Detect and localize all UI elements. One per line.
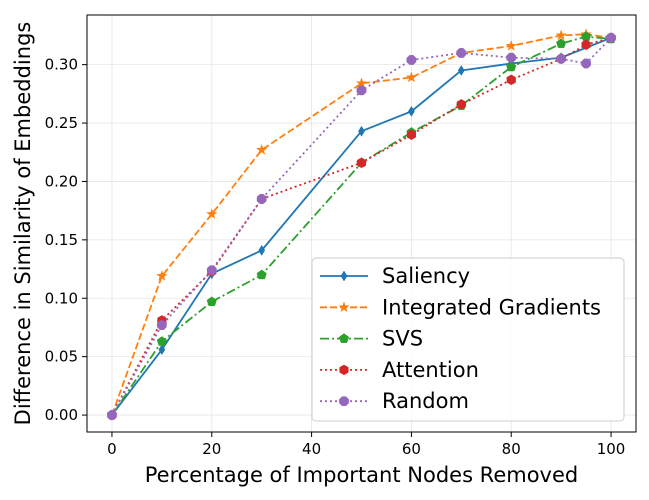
y-tick-label: 0.20 xyxy=(45,172,78,190)
data-point xyxy=(206,265,217,276)
y-tick-label: 0.05 xyxy=(45,348,78,366)
x-tick-label: 100 xyxy=(597,440,626,458)
data-point xyxy=(156,336,167,346)
y-tick-label: 0.30 xyxy=(45,56,78,74)
data-point xyxy=(581,39,591,51)
data-point xyxy=(606,32,616,43)
x-tick-label: 60 xyxy=(402,440,421,458)
x-tick-label: 40 xyxy=(302,440,321,458)
data-point xyxy=(408,105,415,117)
data-point xyxy=(506,52,517,63)
x-tick-label: 20 xyxy=(202,440,221,458)
y-tick-label: 0.25 xyxy=(45,114,78,132)
data-point xyxy=(581,58,591,69)
data-point xyxy=(356,85,367,96)
legend-label: Saliency xyxy=(382,264,470,288)
data-point xyxy=(356,157,367,169)
legend-label: Integrated Gradients xyxy=(382,295,601,319)
series-lines xyxy=(111,33,612,416)
data-point xyxy=(158,344,166,356)
legend-label: SVS xyxy=(382,327,423,351)
y-tick-label: 0.10 xyxy=(45,289,78,307)
data-point xyxy=(405,71,418,83)
plot-frame xyxy=(86,14,637,433)
legend-marker xyxy=(338,301,350,313)
data-point xyxy=(406,129,416,141)
data-point xyxy=(506,61,517,72)
data-point xyxy=(456,99,466,110)
data-point xyxy=(556,53,567,64)
axis-ticks: 0 20 40 60 80 100 0.00 0.05 0.10 0.15 0.20 0.25 0.30 xyxy=(45,56,626,458)
legend-marker xyxy=(340,270,348,282)
data-point xyxy=(355,77,368,89)
series-line-attention xyxy=(111,36,612,416)
legend-label: Attention xyxy=(382,358,479,382)
x-tick-label: 0 xyxy=(107,440,117,458)
y-axis-label: Difference in Similarity of Embeddings xyxy=(11,22,35,426)
data-point xyxy=(406,55,417,65)
data-point xyxy=(456,48,467,58)
legend-marker xyxy=(338,333,350,343)
data-markers xyxy=(106,28,617,421)
x-axis-label: Percentage of Important Nodes Removed xyxy=(145,463,578,487)
data-point xyxy=(555,29,567,41)
data-point xyxy=(256,269,267,280)
data-point xyxy=(107,410,117,420)
x-tick-label: 80 xyxy=(502,440,521,458)
data-point xyxy=(156,320,167,330)
data-point xyxy=(156,270,168,281)
legend-box xyxy=(311,257,625,422)
data-point xyxy=(506,74,516,86)
series-line-saliency xyxy=(111,36,612,416)
legend: Saliency Integrated Gradients SVS Attention… xyxy=(311,257,625,422)
data-point xyxy=(556,38,567,48)
data-point xyxy=(457,65,465,76)
data-point xyxy=(256,194,267,204)
data-point xyxy=(206,208,218,220)
y-tick-label: 0.00 xyxy=(45,406,78,424)
data-point xyxy=(255,143,268,155)
legend-marker xyxy=(339,364,349,376)
series-line-integrated-gradients xyxy=(111,33,612,416)
data-point xyxy=(358,125,365,137)
data-point xyxy=(505,39,517,51)
legend-marker xyxy=(339,396,349,407)
legend-label: Random xyxy=(382,389,469,413)
data-point xyxy=(206,296,217,307)
series-line-svs xyxy=(111,35,612,416)
grid xyxy=(87,15,636,432)
y-tick-label: 0.15 xyxy=(45,231,78,249)
data-point xyxy=(258,244,266,256)
